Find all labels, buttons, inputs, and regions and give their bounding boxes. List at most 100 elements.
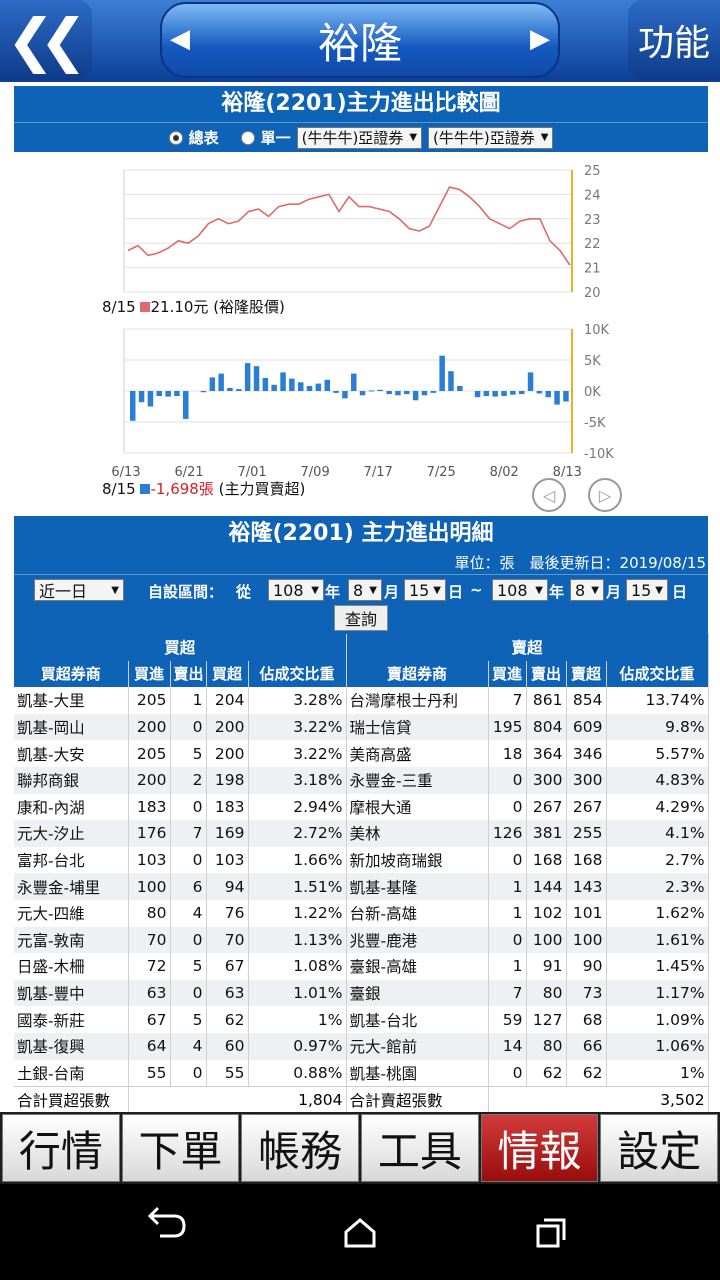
tab-5[interactable]: 設定 xyxy=(600,1114,719,1182)
chart-next-icon[interactable]: ▷ xyxy=(588,478,622,512)
range-select[interactable]: 近一日 ▼ xyxy=(34,579,124,601)
tab-2[interactable]: 帳務 xyxy=(241,1114,360,1182)
sell-cell: 新加坡商瑞銀 xyxy=(346,846,489,874)
table-row[interactable]: 康和-內湖 183 0 183 2.94% 摩根大通 0 267 267 4.29% xyxy=(14,793,709,821)
page-title: 裕隆 xyxy=(317,18,402,68)
table-row[interactable]: 凱基-復興 64 4 60 0.97% 元大-館前 14 80 66 1.06% xyxy=(14,1032,709,1060)
sell-cell: 861 xyxy=(526,687,567,714)
year-unit-label: 年 xyxy=(549,583,565,601)
table-row[interactable]: 元富-敦南 70 0 70 1.13% 兆豐-鹿港 0 100 100 1.61% xyxy=(14,926,709,954)
broker-select-1[interactable]: (牛牛牛)亞證券 ▼ xyxy=(296,126,423,149)
bar xyxy=(200,391,207,393)
from-day-select[interactable]: 15 ▼ xyxy=(404,579,446,601)
sell-cell: 1.61% xyxy=(606,926,709,954)
bar-y-tick-label: -5K xyxy=(584,416,606,431)
query-button[interactable]: 查詢 xyxy=(334,605,388,631)
table-row[interactable]: 元大-四維 80 4 76 1.22% 台新-高雄 1 102 101 1.62% xyxy=(14,899,709,927)
buy-cell: 元大-汐止 xyxy=(14,820,129,847)
buy-cell: 200 xyxy=(206,740,249,767)
buy-cell: 1 xyxy=(170,687,207,714)
table-row[interactable]: 國泰-新莊 67 5 62 1% 凱基-台北 59 127 68 1.09% xyxy=(14,1006,709,1033)
bar xyxy=(236,389,242,391)
buy-cell: 凱基-大安 xyxy=(14,740,129,767)
sell-cell: 91 xyxy=(526,953,567,980)
sell-cell: 14 xyxy=(488,1032,527,1060)
buy-cell: 205 xyxy=(128,687,171,714)
tab-4[interactable]: 情報 xyxy=(480,1114,599,1182)
tab-3[interactable]: 工具 xyxy=(361,1114,479,1182)
table-row[interactable]: 聯邦商銀 200 2 198 3.18% 永豐金-三重 0 300 300 4.83% xyxy=(14,766,709,794)
price-line xyxy=(127,186,571,266)
buy-col-header: 買進 xyxy=(128,660,171,688)
table-row[interactable]: 凱基-大里 205 1 204 3.28% 台灣摩根士丹利 7 861 854 13.74% xyxy=(14,687,709,714)
recents-icon[interactable] xyxy=(536,1218,566,1248)
bar-legend: 8/15 -1,698張 (主力買賣超) xyxy=(102,478,305,499)
home-icon[interactable] xyxy=(344,1218,376,1248)
sell-cell: 4.1% xyxy=(606,820,709,847)
buy-cell: 3.28% xyxy=(248,687,347,714)
table-group-row: 買超 賣超 xyxy=(14,634,709,661)
buy-cell: 5 xyxy=(170,953,207,980)
buy-cell: 176 xyxy=(128,820,171,847)
table-header-row: 買超券商 買進 賣出 買超 佔成交比重 賣超券商 買進 賣出 賣超 佔成交比重 xyxy=(14,660,709,688)
table-row[interactable]: 日盛-木柵 72 5 67 1.08% 臺銀-高雄 1 91 90 1.45% xyxy=(14,953,709,980)
bottom-tab-bar: 行情 下單 帳務 工具 情報 設定 xyxy=(0,1112,720,1184)
bar xyxy=(421,391,428,396)
bar xyxy=(315,383,322,391)
bar-legend-name: (主力買賣超) xyxy=(218,480,306,498)
sell-total-value: 3,502 xyxy=(488,1085,709,1113)
function-button[interactable]: 功能 xyxy=(628,0,720,80)
next-stock-arrow-icon[interactable]: ▶ xyxy=(530,24,550,54)
sell-cell: 62 xyxy=(526,1059,567,1087)
table-row[interactable]: 凱基-岡山 200 0 200 3.22% 瑞士信貸 195 804 609 9.8% xyxy=(14,713,709,741)
total-row: 合計買超張數 1,804 合計賣超張數 3,502 xyxy=(14,1085,709,1113)
buy-cell: 55 xyxy=(206,1059,249,1087)
dropdown-arrow-icon: ▼ xyxy=(433,584,441,596)
bar xyxy=(271,384,277,391)
tab-0[interactable]: 行情 xyxy=(2,1114,120,1182)
broker-select-2[interactable]: (牛牛牛)亞證券 ▼ xyxy=(428,126,554,149)
to-day-select[interactable]: 15 ▼ xyxy=(626,579,668,601)
radio-all[interactable] xyxy=(168,130,183,145)
from-year-select[interactable]: 108 ▼ xyxy=(268,579,324,601)
table-row[interactable]: 凱基-豐中 63 0 63 1.01% 臺銀 7 80 73 1.17% xyxy=(14,979,709,1007)
bar xyxy=(244,363,251,391)
back-icon[interactable] xyxy=(147,1206,186,1238)
sell-cell: 台新-高雄 xyxy=(346,899,489,927)
price-y-tick-label: 20 xyxy=(584,286,601,301)
from-day-value: 15 xyxy=(409,580,430,600)
table-row[interactable]: 永豐金-埔里 100 6 94 1.51% 凱基-基隆 1 144 143 2.3% xyxy=(14,873,709,900)
table-row[interactable]: 凱基-大安 205 5 200 3.22% 美商高盛 18 364 346 5.57% xyxy=(14,740,709,767)
to-month-select[interactable]: 8 ▼ xyxy=(570,579,604,601)
radio-single[interactable] xyxy=(240,130,255,145)
dropdown-arrow-icon: ▼ xyxy=(369,584,377,596)
to-year-select[interactable]: 108 ▼ xyxy=(492,579,548,601)
sell-cell: 4.83% xyxy=(606,766,709,794)
buy-cell: 3.22% xyxy=(248,713,347,741)
sell-cell: 195 xyxy=(488,713,527,741)
buy-cell: 67 xyxy=(206,953,249,980)
table-row[interactable]: 富邦-台北 103 0 103 1.66% 新加坡商瑞銀 0 168 168 2.7% xyxy=(14,846,709,874)
sell-cell: 元大-館前 xyxy=(346,1032,489,1060)
from-month-select[interactable]: 8 ▼ xyxy=(348,579,382,601)
x-tick-label: 7/09 xyxy=(301,465,330,480)
table-row[interactable]: 土銀-台南 55 0 55 0.88% 凱基-桃園 0 62 62 1% xyxy=(14,1059,709,1087)
sell-cell: 90 xyxy=(566,953,607,980)
prev-stock-arrow-icon[interactable]: ◀ xyxy=(170,24,190,54)
system-nav-bar xyxy=(0,1184,720,1280)
sell-cell: 凱基-台北 xyxy=(346,1006,489,1033)
buy-cell: 2.72% xyxy=(248,820,347,847)
sell-cell: 100 xyxy=(566,926,607,954)
table-row[interactable]: 元大-汐止 176 7 169 2.72% 美林 126 381 255 4.1% xyxy=(14,820,709,847)
buy-cell: 凱基-豐中 xyxy=(14,979,129,1007)
title-pill[interactable]: ◀ 裕隆 ▶ xyxy=(160,2,560,78)
bar xyxy=(262,378,269,391)
sell-cell: 804 xyxy=(526,713,567,741)
buy-cell: 200 xyxy=(206,713,249,741)
dropdown-arrow-icon: ▼ xyxy=(311,584,319,596)
bar xyxy=(536,391,543,394)
sell-cell: 1 xyxy=(488,873,527,900)
back-button[interactable]: ❮❮ xyxy=(0,0,92,80)
chart-prev-icon[interactable]: ◁ xyxy=(532,478,566,512)
tab-1[interactable]: 下單 xyxy=(121,1114,240,1182)
